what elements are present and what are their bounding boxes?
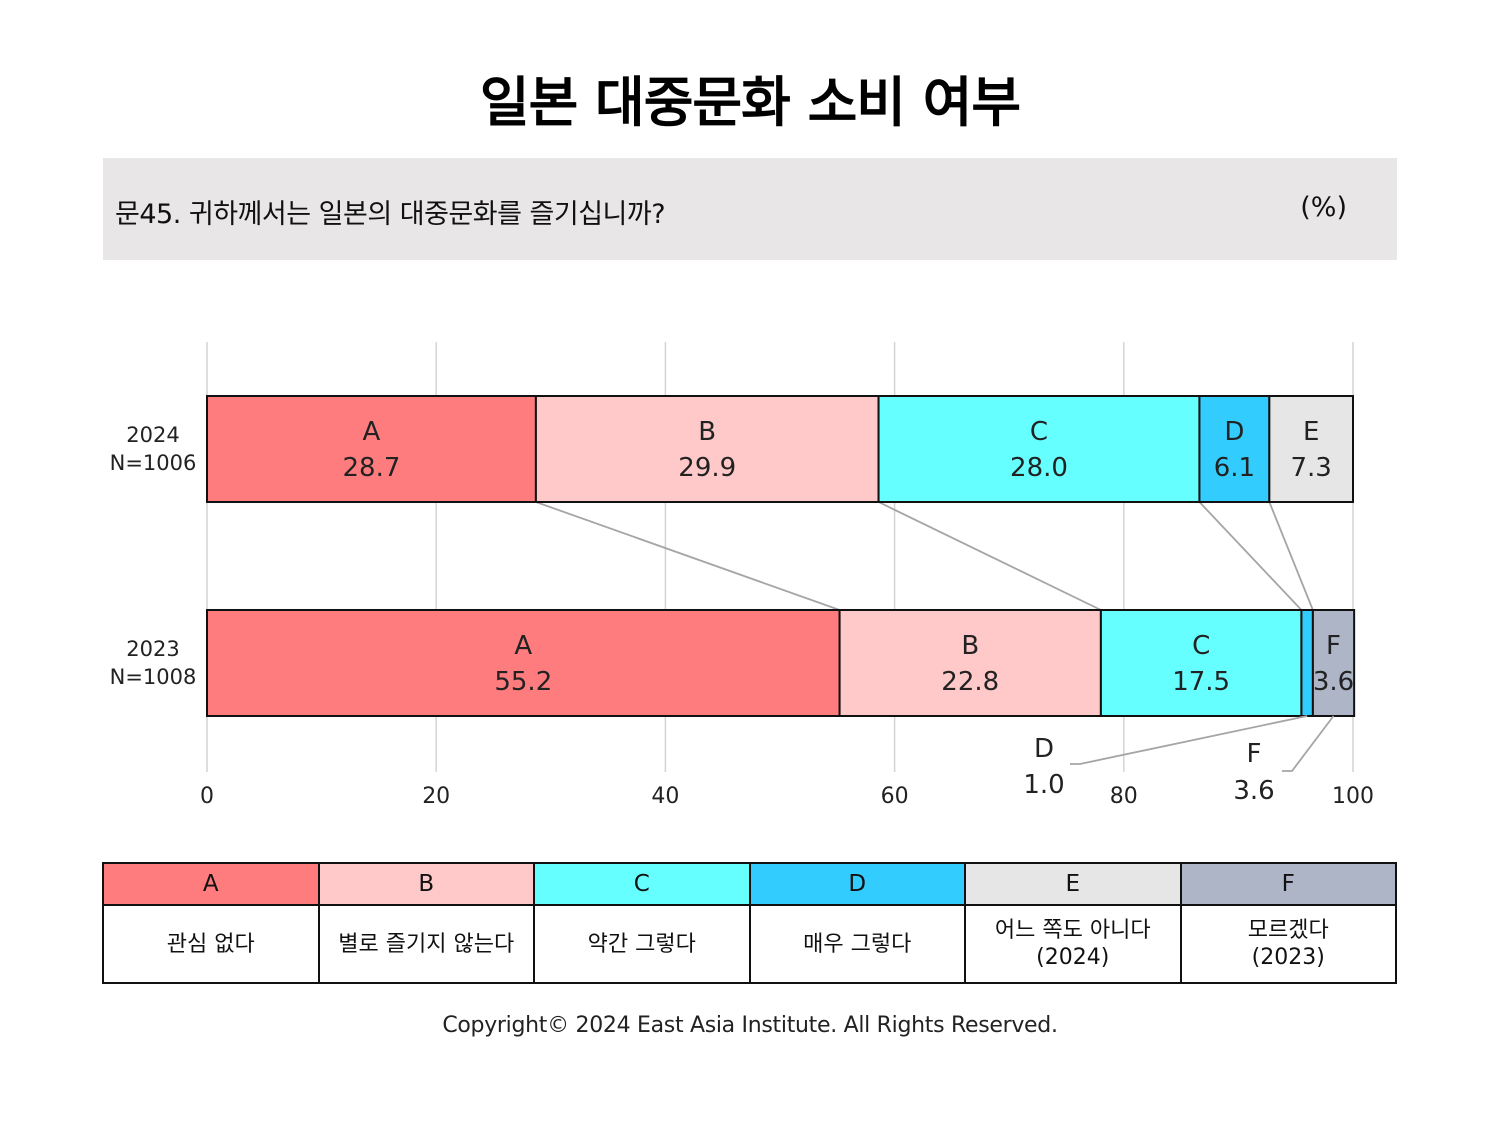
data-label: 28.7 xyxy=(343,453,401,483)
data-label: 28.0 xyxy=(1010,453,1068,483)
data-label: 7.3 xyxy=(1290,453,1331,483)
data-label: 17.5 xyxy=(1172,667,1230,697)
callout-key-f: F xyxy=(1247,739,1262,769)
bar-segment xyxy=(206,609,841,717)
legend-key-a: A xyxy=(102,862,320,906)
bar-segment xyxy=(877,395,1201,503)
legend-desc-c: 약간 그렇다 xyxy=(533,904,751,984)
data-label: 55.2 xyxy=(494,667,552,697)
legend-desc-d-line1: 매우 그렇다 xyxy=(803,931,912,957)
legend-desc-e-line2: (2024) xyxy=(1036,945,1110,970)
segment-key-label: A xyxy=(363,417,381,447)
segment-key-label: F xyxy=(1326,631,1341,661)
legend-key-row: A B C D E F xyxy=(102,862,1397,906)
bar-segment xyxy=(838,609,1102,717)
bar-segment xyxy=(534,395,880,503)
legend-table: A B C D E F 관심 없다 별로 즐기지 않는다 약간 그렇다 매우 그… xyxy=(102,862,1397,984)
question-banner: 문45. 귀하께서는 일본의 대중문화를 즐기십니까? (%) xyxy=(103,158,1397,260)
segment-key-label: E xyxy=(1303,417,1319,447)
legend-desc-b-line1: 별로 즐기지 않는다 xyxy=(338,931,515,957)
row-year-label: 2023 xyxy=(126,637,179,661)
x-tick-label: 0 xyxy=(200,784,214,809)
question-text: 문45. 귀하께서는 일본의 대중문화를 즐기십니까? xyxy=(115,199,666,230)
bar-segment xyxy=(1198,395,1271,503)
callout-leader-f xyxy=(1282,715,1335,772)
row-sample-label: N=1006 xyxy=(110,451,197,475)
segment-key-label: C xyxy=(1192,631,1210,661)
row-sample-label: N=1008 xyxy=(110,665,197,689)
segment-key-label: A xyxy=(514,631,532,661)
row-year-label: 2024 xyxy=(126,423,179,447)
legend-desc-c-line1: 약간 그렇다 xyxy=(587,931,696,957)
connector-line xyxy=(1268,501,1314,611)
segment-key-label: B xyxy=(961,631,979,661)
unit-label: (%) xyxy=(1300,192,1347,223)
copyright-text: Copyright© 2024 East Asia Institute. All… xyxy=(442,1013,1058,1038)
legend-key-b: B xyxy=(317,862,535,906)
x-tick-label: 80 xyxy=(1110,784,1138,809)
data-label: 29.9 xyxy=(678,453,736,483)
legend-desc-a: 관심 없다 xyxy=(102,904,320,984)
x-tick-label: 40 xyxy=(651,784,679,809)
x-tick-label: 60 xyxy=(881,784,909,809)
legend-key-d: D xyxy=(748,862,966,906)
bar-segment xyxy=(1099,609,1303,717)
data-label: 22.8 xyxy=(941,667,999,697)
bar-segment xyxy=(1268,395,1355,503)
legend-desc-f-line1: 모르겠다 xyxy=(1247,918,1329,943)
bar-segment xyxy=(206,395,537,503)
legend-key-c: C xyxy=(533,862,751,906)
connector-line xyxy=(878,501,1102,611)
legend-description-row: 관심 없다 별로 즐기지 않는다 약간 그렇다 매우 그렇다 어느 쪽도 아니다… xyxy=(102,904,1397,984)
legend-desc-b: 별로 즐기지 않는다 xyxy=(317,904,535,984)
callout-value-d: 1.0 xyxy=(1023,770,1064,800)
bar-segment xyxy=(1300,609,1314,717)
segment-key-label: D xyxy=(1224,417,1244,447)
callout-key-d: D xyxy=(1034,734,1054,764)
bar-segment xyxy=(1311,609,1356,717)
x-tick-label: 20 xyxy=(422,784,450,809)
connector-line xyxy=(1198,501,1303,611)
segment-key-label: B xyxy=(698,417,716,447)
callout-leader-d xyxy=(1070,715,1308,765)
callout-value-f: 3.6 xyxy=(1233,776,1274,806)
data-label: 6.1 xyxy=(1214,453,1255,483)
legend-key-f: F xyxy=(1179,862,1397,906)
chart-title: 일본 대중문화 소비 여부 xyxy=(479,71,1021,134)
data-label: 3.6 xyxy=(1313,667,1354,697)
legend-desc-e-line1: 어느 쪽도 아니다 xyxy=(994,918,1151,943)
legend-key-e: E xyxy=(964,862,1182,906)
segment-key-label: C xyxy=(1030,417,1048,447)
legend-desc-f: 모르겠다 (2023) xyxy=(1179,904,1397,984)
legend-desc-f-line2: (2023) xyxy=(1251,945,1325,970)
legend-desc-d: 매우 그렇다 xyxy=(748,904,966,984)
legend-desc-a-line1: 관심 없다 xyxy=(166,931,255,957)
legend-desc-e: 어느 쪽도 아니다 (2024) xyxy=(964,904,1182,984)
x-tick-label: 100 xyxy=(1332,784,1374,809)
connector-line xyxy=(535,501,840,611)
